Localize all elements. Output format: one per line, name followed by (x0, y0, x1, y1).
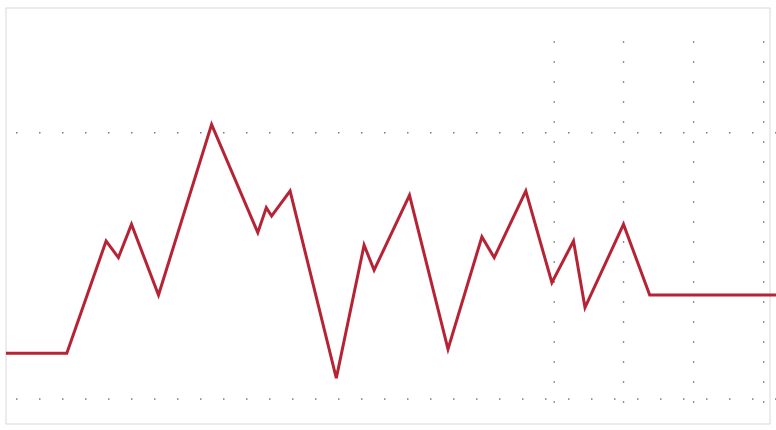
series-line (6, 120, 776, 379)
grid-layer (16, 41, 776, 406)
plot-frame (5, 7, 771, 425)
series-layer (6, 120, 776, 379)
